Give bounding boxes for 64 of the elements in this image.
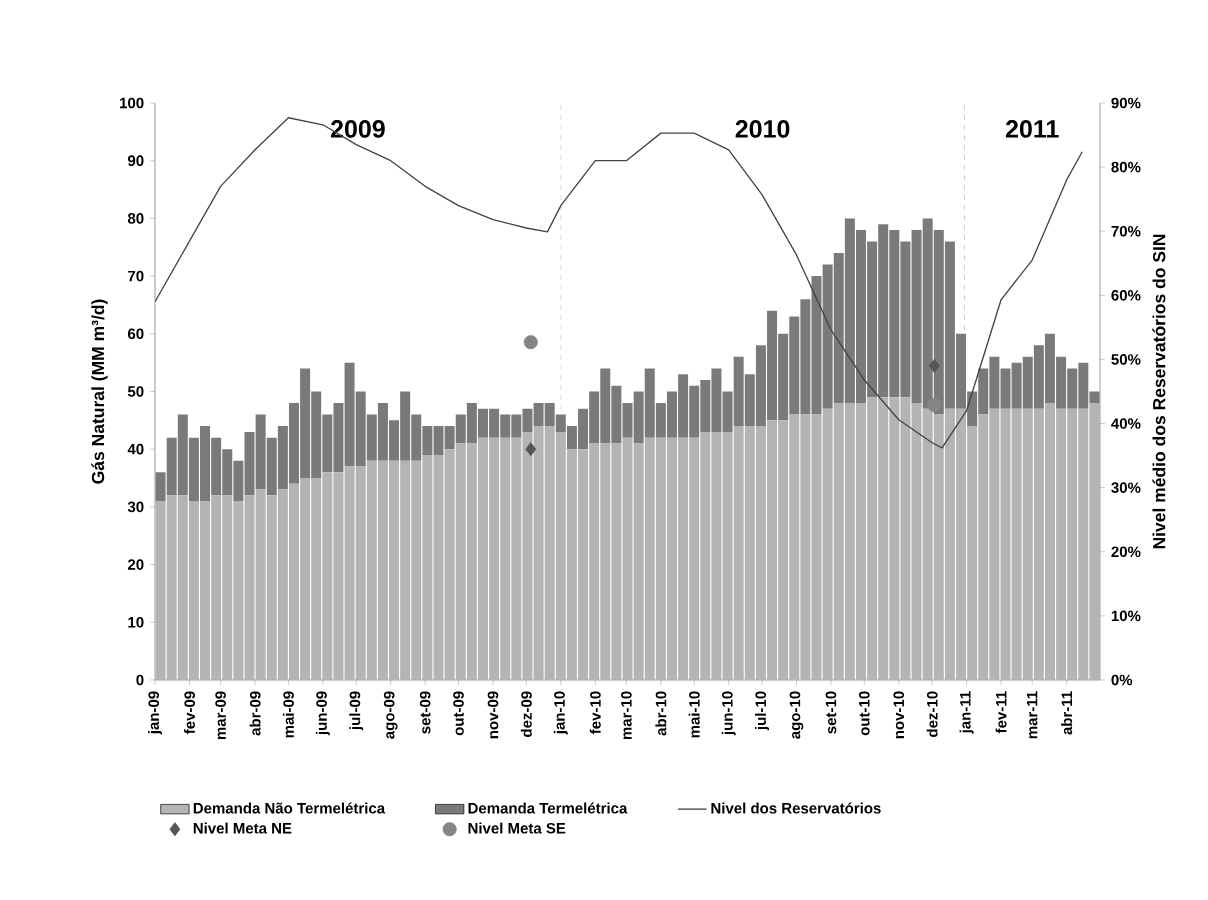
x-tick-label: mar-09 <box>215 691 226 740</box>
x-tick-label: jun-10 <box>721 691 736 736</box>
legend-label: Demanda Não Termelétrica <box>193 802 386 814</box>
legend-label: Nivel Meta SE <box>468 822 566 834</box>
y2-tick-label: 80% <box>1111 161 1141 173</box>
y2-tick-label: 30% <box>1111 482 1141 493</box>
line-series <box>155 117 1083 449</box>
annotation: 2010 <box>735 120 790 138</box>
x-tick-label: abr-09 <box>249 691 261 736</box>
y-tick-label: 30 <box>127 501 144 513</box>
x-tick-label: fev-10 <box>589 691 601 734</box>
x-tick-label: mar-10 <box>621 691 632 740</box>
y2-tick-label: 50% <box>1111 354 1141 365</box>
y-tick-label: 90 <box>127 155 144 167</box>
x-tick-label: jul-10 <box>755 691 770 731</box>
x-tick-label: nov-09 <box>487 691 499 739</box>
point <box>525 442 537 457</box>
x-tick-label: jun-09 <box>315 691 330 736</box>
annotation: 2009 <box>330 120 385 138</box>
y-tick-label: 10 <box>128 616 144 628</box>
x-tick-label: set-09 <box>419 691 431 734</box>
x-tick-label: nov-10 <box>893 691 905 739</box>
x-tick-label: abr-10 <box>655 691 667 736</box>
y-tick-label: 100 <box>120 97 144 109</box>
y2-tick-label: 20% <box>1111 546 1141 558</box>
y2-tick-label: 70% <box>1111 225 1141 237</box>
x-tick-label: dez-09 <box>520 691 532 737</box>
y-tick-label: 50 <box>127 386 144 397</box>
x-tick-label: jan-10 <box>553 691 568 735</box>
legend-label: Demanda Termelétrica <box>468 802 628 814</box>
y-tick-label: 40 <box>127 443 144 455</box>
x-tick-label: out-10 <box>858 691 870 736</box>
y2-tick-label: 10% <box>1111 610 1141 622</box>
annotation: 2011 <box>1005 120 1059 138</box>
point <box>523 335 538 350</box>
x-tick-label: out-09 <box>453 691 464 736</box>
y-axis-title: Gás Natural (MM m³/d) <box>91 299 108 484</box>
x-tick-label: dez-10 <box>926 691 938 737</box>
y2-tick-label: 60% <box>1111 290 1141 301</box>
x-tick-label: ago-10 <box>789 691 804 739</box>
point <box>929 358 940 373</box>
x-tick-label: set-10 <box>825 691 837 734</box>
y-tick-label: 60 <box>127 328 144 340</box>
x-tick-label: mai-10 <box>688 691 700 738</box>
y-tick-label: 80 <box>127 213 144 224</box>
x-tick-label: jan-11 <box>959 691 974 734</box>
y2-tick-label: 40% <box>1111 418 1141 429</box>
y2-tick-label: 90% <box>1111 97 1141 109</box>
legend-label: Nivel Meta NE <box>193 822 292 834</box>
x-tick-label: fev-09 <box>183 691 195 734</box>
x-tick-label: abr-11 <box>1061 691 1073 735</box>
legend-label: Nivel dos Reservatórios <box>711 802 881 814</box>
x-tick-label: mai-09 <box>282 691 294 738</box>
y-tick-label: 70 <box>128 270 144 282</box>
point <box>927 397 942 412</box>
x-tick-label: jul-09 <box>349 691 364 731</box>
x-tick-label: ago-09 <box>383 691 398 739</box>
x-tick-label: fev-11 <box>995 691 1007 734</box>
y-tick-label: 0 <box>136 674 144 686</box>
y2-tick-label: 0% <box>1111 674 1133 686</box>
y-tick-label: 20 <box>127 559 144 570</box>
y2-axis-title: Nivel médio dos Reservatórios do SIN <box>1152 234 1166 549</box>
x-tick-label: jan-09 <box>148 691 162 735</box>
x-tick-label: mar-11 <box>1026 691 1038 739</box>
